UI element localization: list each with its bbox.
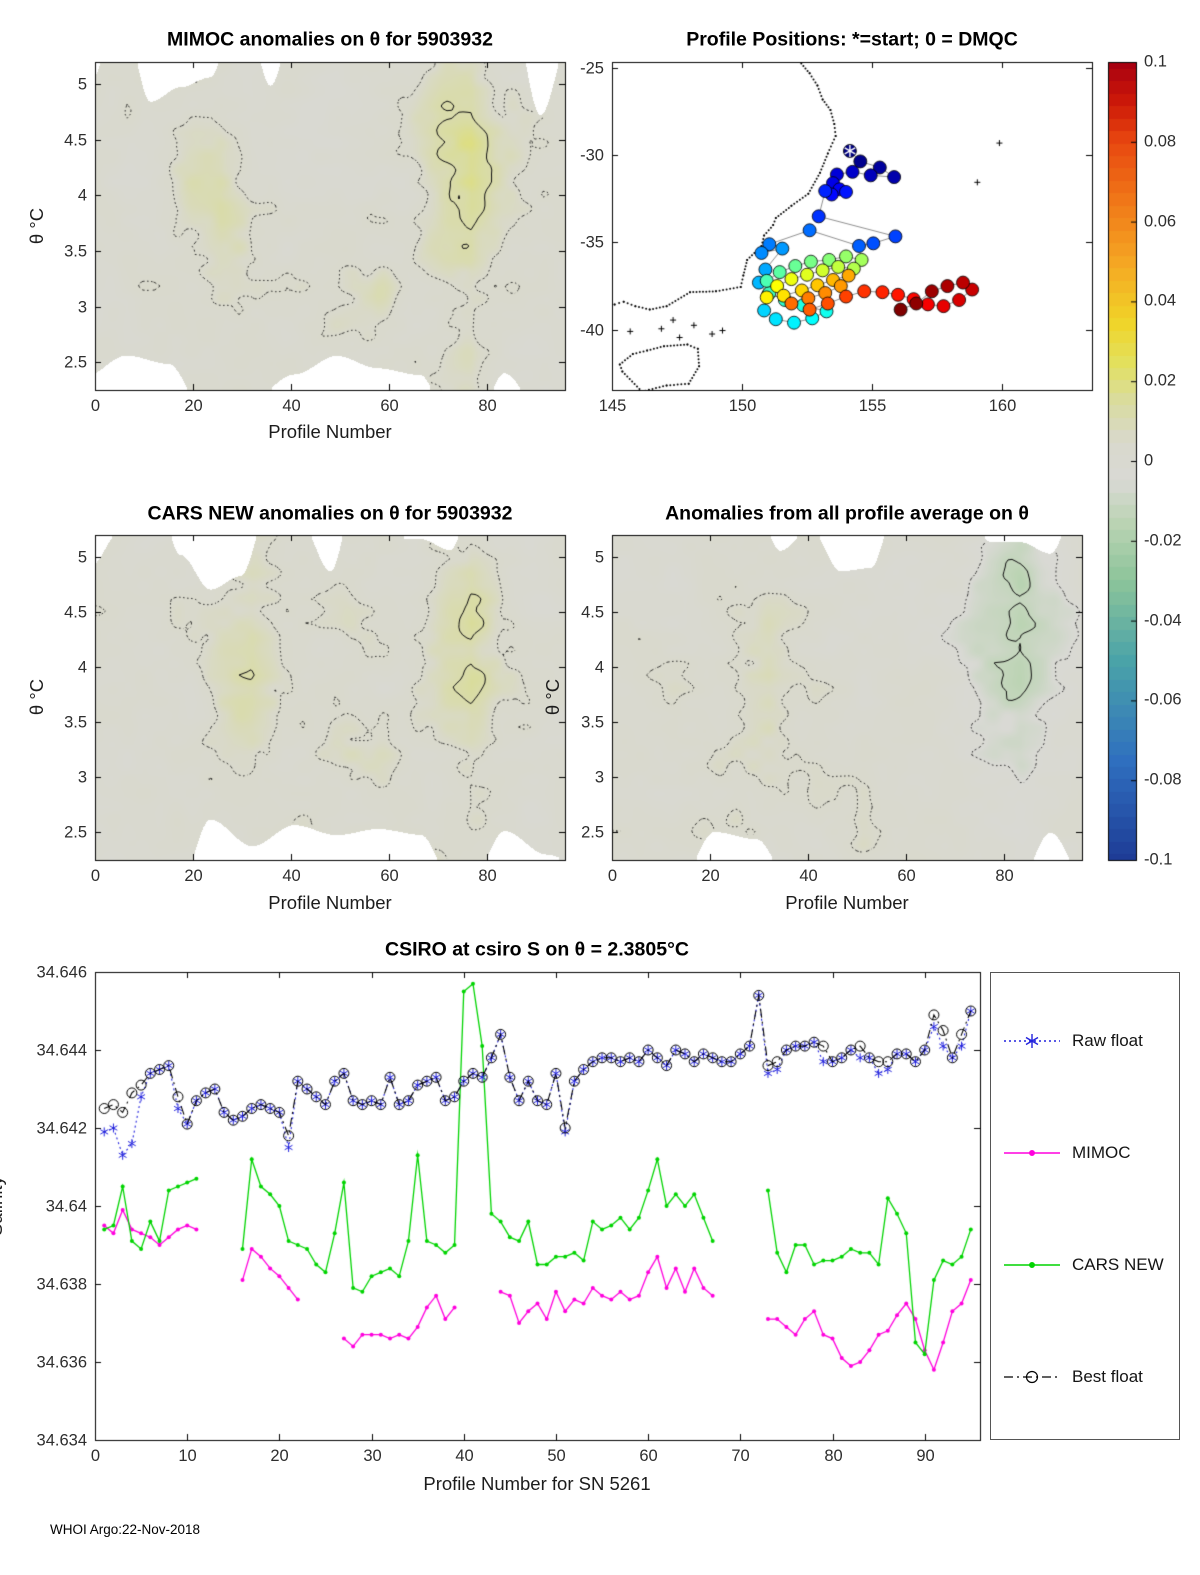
mimoc-xlabel: Profile Number bbox=[268, 421, 392, 442]
mimoc-y-tick-label: 3.5 bbox=[64, 242, 87, 260]
csiro-y-tick-label: 34.638 bbox=[36, 1275, 87, 1293]
cars-x-tick-label: 60 bbox=[380, 867, 399, 885]
mimoc-x-tick-label: 20 bbox=[184, 397, 203, 415]
csiro-panel-title: CSIRO at csiro S on θ = 2.3805°C bbox=[385, 938, 689, 961]
csiro-x-tick-label: 20 bbox=[270, 1447, 289, 1465]
cars-y-tick-label: 4.5 bbox=[64, 603, 87, 621]
mimoc-ylabel: θ °C bbox=[26, 207, 47, 245]
legend-entry-mimoc: MIMOC bbox=[1001, 1142, 1131, 1164]
colorbar-tick-label: -0.08 bbox=[1144, 770, 1182, 789]
legend-label-raw-float: Raw float bbox=[1072, 1031, 1143, 1050]
allprof-xlabel: Profile Number bbox=[785, 892, 909, 913]
allprof-x-tick-label: 80 bbox=[995, 867, 1014, 885]
map-y-tick-label: -30 bbox=[580, 146, 604, 164]
csiro-x-tick-label: 80 bbox=[824, 1447, 843, 1465]
cars-y-tick-label: 3 bbox=[77, 768, 87, 786]
map-y-tick-label: -35 bbox=[580, 233, 604, 251]
cars-x-tick-label: 20 bbox=[184, 867, 203, 885]
allprof-y-tick-label: 5 bbox=[594, 548, 604, 566]
mimoc-y-tick-label: 4.5 bbox=[64, 131, 87, 149]
legend-entry-best-float: Best float bbox=[1001, 1366, 1143, 1388]
colorbar-tick-label: 0.06 bbox=[1144, 212, 1177, 231]
cars-y-tick-label: 5 bbox=[77, 548, 87, 566]
mimoc-x-tick-label: 80 bbox=[478, 397, 497, 415]
allprof-panel-title: Anomalies from all profile average on θ bbox=[665, 502, 1029, 525]
allprof-y-tick-label: 3.5 bbox=[581, 713, 604, 731]
csiro-x-tick-label: 70 bbox=[731, 1447, 750, 1465]
cars-panel-title: CARS NEW anomalies on θ for 5903932 bbox=[147, 502, 513, 525]
allprof-x-tick-label: 0 bbox=[607, 867, 618, 885]
csiro-y-tick-label: 34.644 bbox=[36, 1041, 87, 1059]
map-x-tick-label: 145 bbox=[598, 397, 627, 415]
mimoc-y-tick-label: 2.5 bbox=[64, 353, 87, 371]
mimoc-x-tick-label: 40 bbox=[282, 397, 301, 415]
colorbar-tick-label: -0.04 bbox=[1144, 611, 1182, 630]
mimoc-y-tick-label: 3 bbox=[77, 298, 87, 316]
map-x-tick-label: 150 bbox=[728, 397, 757, 415]
allprof-y-tick-label: 4.5 bbox=[581, 603, 604, 621]
csiro-y-tick-label: 34.642 bbox=[36, 1119, 87, 1137]
allprof-y-tick-label: 4 bbox=[594, 658, 604, 676]
cars-x-tick-label: 40 bbox=[282, 867, 301, 885]
map-x-tick-label: 160 bbox=[988, 397, 1017, 415]
csiro-y-tick-label: 34.634 bbox=[36, 1431, 87, 1449]
colorbar-tick-label: -0.02 bbox=[1144, 531, 1182, 550]
cars-x-tick-label: 80 bbox=[478, 867, 497, 885]
cars-xlabel: Profile Number bbox=[268, 892, 392, 913]
csiro-x-tick-label: 10 bbox=[178, 1447, 197, 1465]
csiro-xlabel: Profile Number for SN 5261 bbox=[423, 1473, 651, 1494]
cars-ylabel: θ °C bbox=[26, 678, 47, 716]
mimoc-y-tick-label: 4 bbox=[77, 186, 87, 204]
csiro-y-tick-label: 34.64 bbox=[45, 1197, 87, 1215]
colorbar-tick-label: -0.06 bbox=[1144, 690, 1182, 709]
map-x-tick-label: 155 bbox=[858, 397, 887, 415]
csiro-y-tick-label: 34.646 bbox=[36, 963, 87, 981]
mimoc-y-tick-label: 5 bbox=[77, 75, 87, 93]
map-panel-title: Profile Positions: *=start; 0 = DMQC bbox=[686, 28, 1018, 51]
figure-footer-datestamp: WHOI Argo:22-Nov-2018 bbox=[50, 1522, 201, 1537]
cars-y-tick-label: 2.5 bbox=[64, 823, 87, 841]
csiro-ylabel: Salinity bbox=[0, 1176, 6, 1236]
mimoc-x-tick-label: 0 bbox=[90, 397, 101, 415]
allprof-ylabel: θ °C bbox=[542, 678, 563, 716]
cars-y-tick-label: 4 bbox=[77, 658, 87, 676]
colorbar-tick-label: 0 bbox=[1144, 451, 1154, 470]
csiro-x-tick-label: 60 bbox=[639, 1447, 658, 1465]
allprof-y-tick-label: 3 bbox=[594, 768, 604, 786]
colorbar-tick-label: 0.02 bbox=[1144, 371, 1177, 390]
csiro-x-tick-label: 40 bbox=[455, 1447, 474, 1465]
mimoc-line-marker-icon bbox=[1004, 1150, 1060, 1156]
legend-label-mimoc: MIMOC bbox=[1072, 1143, 1131, 1162]
best-float-line-marker-icon bbox=[1004, 1370, 1060, 1384]
colorbar-tick-label: -0.1 bbox=[1144, 850, 1173, 869]
raw-float-line-marker-icon bbox=[1004, 1034, 1060, 1048]
legend-entry-raw-float: Raw float bbox=[1001, 1030, 1143, 1052]
cars-new-line-marker-icon bbox=[1004, 1262, 1060, 1268]
colorbar-tick-label: 0.04 bbox=[1144, 291, 1177, 310]
allprof-x-tick-label: 60 bbox=[897, 867, 916, 885]
legend-entry-cars-new: CARS NEW bbox=[1001, 1254, 1164, 1276]
colorbar-tick-label: 0.08 bbox=[1144, 132, 1177, 151]
cars-x-tick-label: 0 bbox=[90, 867, 101, 885]
cars-y-tick-label: 3.5 bbox=[64, 713, 87, 731]
colorbar-tick-label: 0.1 bbox=[1144, 52, 1167, 71]
csiro-x-tick-label: 90 bbox=[916, 1447, 935, 1465]
csiro-x-tick-label: 0 bbox=[90, 1447, 101, 1465]
csiro-x-tick-label: 50 bbox=[547, 1447, 566, 1465]
legend-label-cars-new: CARS NEW bbox=[1072, 1255, 1164, 1274]
mimoc-panel-title: MIMOC anomalies on θ for 5903932 bbox=[167, 28, 493, 51]
legend-label-best-float: Best float bbox=[1072, 1367, 1143, 1386]
allprof-y-tick-label: 2.5 bbox=[581, 823, 604, 841]
map-y-tick-label: -40 bbox=[580, 321, 604, 339]
csiro-y-tick-label: 34.636 bbox=[36, 1353, 87, 1371]
mimoc-x-tick-label: 60 bbox=[380, 397, 399, 415]
allprof-x-tick-label: 20 bbox=[701, 867, 720, 885]
allprof-x-tick-label: 40 bbox=[799, 867, 818, 885]
csiro-x-tick-label: 30 bbox=[363, 1447, 382, 1465]
legend: Raw float MIMOC CARS NEW Best float bbox=[990, 972, 1180, 1440]
map-y-tick-label: -25 bbox=[580, 59, 604, 77]
